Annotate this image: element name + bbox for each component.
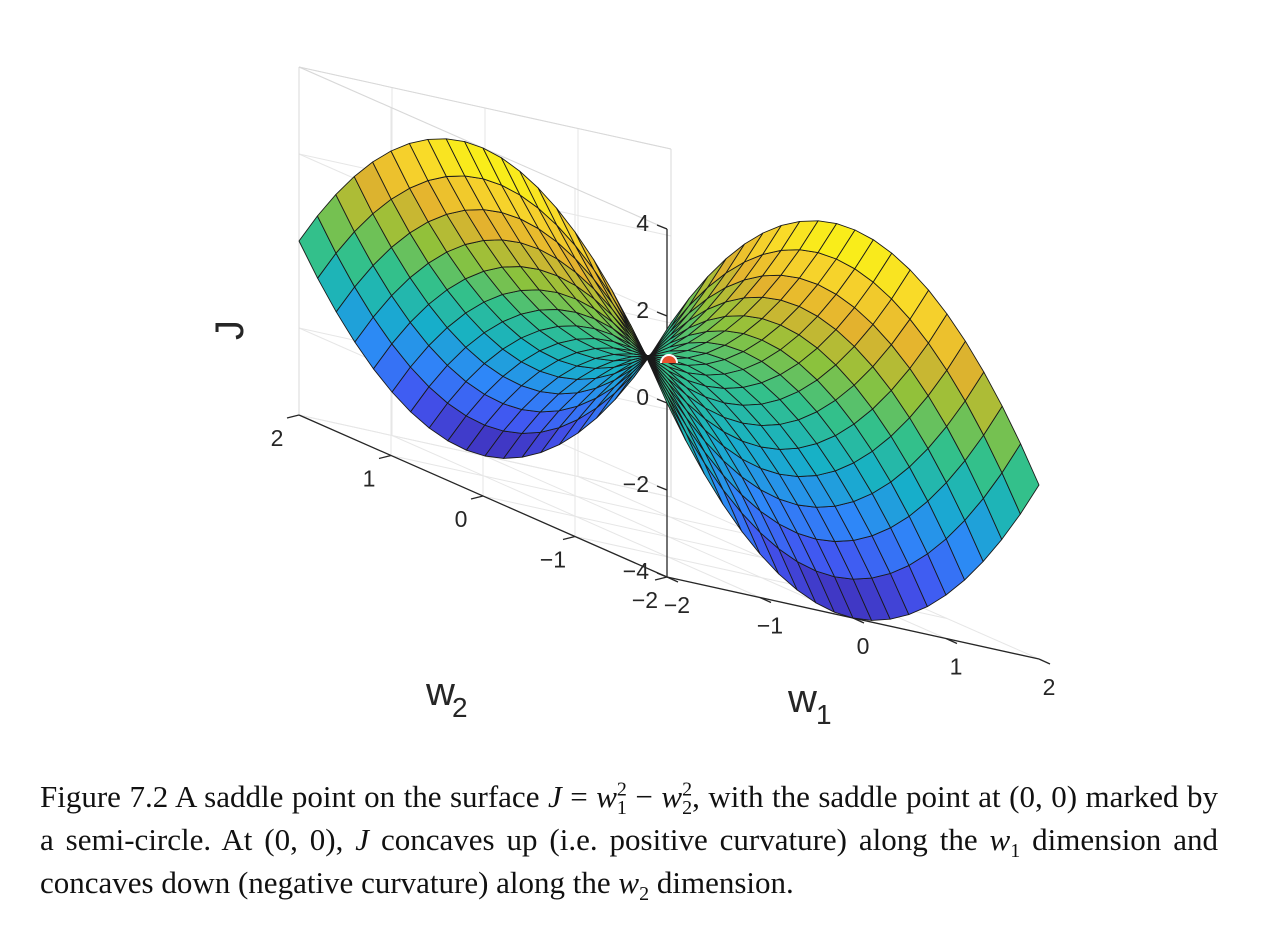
- y-axis-label: w: [425, 670, 455, 714]
- z-tick-mark: [656, 311, 668, 317]
- saddle-point-marker: [662, 356, 676, 363]
- surface-face: [556, 207, 595, 270]
- caption-j-2: J: [355, 822, 370, 857]
- y-axis-label-sub: 2: [452, 692, 468, 723]
- surface-mesh: [298, 138, 1040, 621]
- y-tick-label: 2: [271, 425, 284, 451]
- z-tick-mark: [656, 485, 668, 491]
- caption-j: J: [547, 779, 562, 814]
- z-tick-label: −2: [623, 471, 649, 497]
- caption-minus: −: [626, 779, 662, 814]
- x-tick-mark: [759, 596, 772, 604]
- tick-labels: −2 −1 0 1 2 −2 −1 0 1 2 −4 −2 0 2 4: [271, 210, 1056, 700]
- caption-w-b-sub: 2: [639, 883, 650, 906]
- caption-rest-2: concaves up (i.e. positive curvature) al…: [369, 822, 990, 857]
- z-axis-label: J: [208, 320, 252, 340]
- caption-w-a-sub: 1: [1010, 840, 1021, 863]
- y-tick-mark: [562, 535, 576, 541]
- z-tick-label: 0: [636, 384, 649, 410]
- box-edge: [298, 66, 672, 150]
- y-tick-label: 0: [455, 506, 468, 532]
- y-tick-mark: [286, 414, 300, 419]
- y-tick-mark: [470, 495, 484, 500]
- y-tick-mark: [654, 576, 668, 581]
- saddle-point-layer: [660, 354, 678, 363]
- x-axis-label: w: [787, 677, 817, 721]
- z-tick-mark: [656, 224, 668, 230]
- caption-eq: =: [561, 779, 597, 814]
- floor-gridline: [390, 455, 764, 538]
- surface-face: [909, 289, 948, 344]
- x-tick-label: 0: [857, 633, 870, 659]
- y-tick-label: −1: [540, 547, 566, 573]
- saddle-surface-chart: −2 −1 0 1 2 −2 −1 0 1 2 −4 −2 0 2 4 J w 2 w 1: [208, 66, 1056, 730]
- caption-w-a: w: [989, 822, 1011, 857]
- x-tick-mark: [945, 637, 958, 645]
- caption-lead: Figure 7.2 A saddle point on the surface: [40, 779, 548, 814]
- y-tick-label: 1: [363, 466, 376, 492]
- y-tick-mark: [378, 454, 392, 460]
- y-tick-label: −2: [632, 587, 658, 613]
- x-tick-mark: [666, 576, 679, 583]
- caption-w2-sub: 2: [682, 797, 693, 820]
- caption-w1-power: 2: [616, 778, 627, 801]
- axis-labels: J w 2 w 1: [208, 320, 832, 730]
- x-axis-label-sub: 1: [816, 699, 832, 730]
- caption-w-b: w: [618, 865, 640, 900]
- x-tick-mark: [1038, 658, 1051, 665]
- z-tick-label: 4: [636, 210, 649, 236]
- caption-w2: w: [661, 779, 683, 814]
- caption-w2-power: 2: [682, 778, 693, 801]
- figure-caption: Figure 7.2 A saddle point on the surface…: [40, 775, 1218, 904]
- z-tick-mark: [656, 398, 668, 404]
- z-tick-label: 2: [636, 297, 649, 323]
- caption-rest-1: , with the saddle point at (0, 0) marked…: [40, 779, 1219, 857]
- caption-w1: w: [596, 779, 617, 814]
- x-tick-label: 2: [1043, 674, 1056, 700]
- z-tick-label: −4: [623, 558, 649, 584]
- x-tick-label: −2: [664, 592, 690, 618]
- x-tick-mark: [852, 617, 865, 624]
- x-tick-label: 1: [950, 654, 963, 680]
- caption-w1-sub: 1: [616, 797, 627, 820]
- z-tick-mark: [656, 572, 668, 578]
- caption-rest-3: dimension and concaves down (negative cu…: [40, 822, 1218, 900]
- x-tick-label: −1: [757, 613, 783, 639]
- caption-rest-4: dimension.: [649, 865, 794, 900]
